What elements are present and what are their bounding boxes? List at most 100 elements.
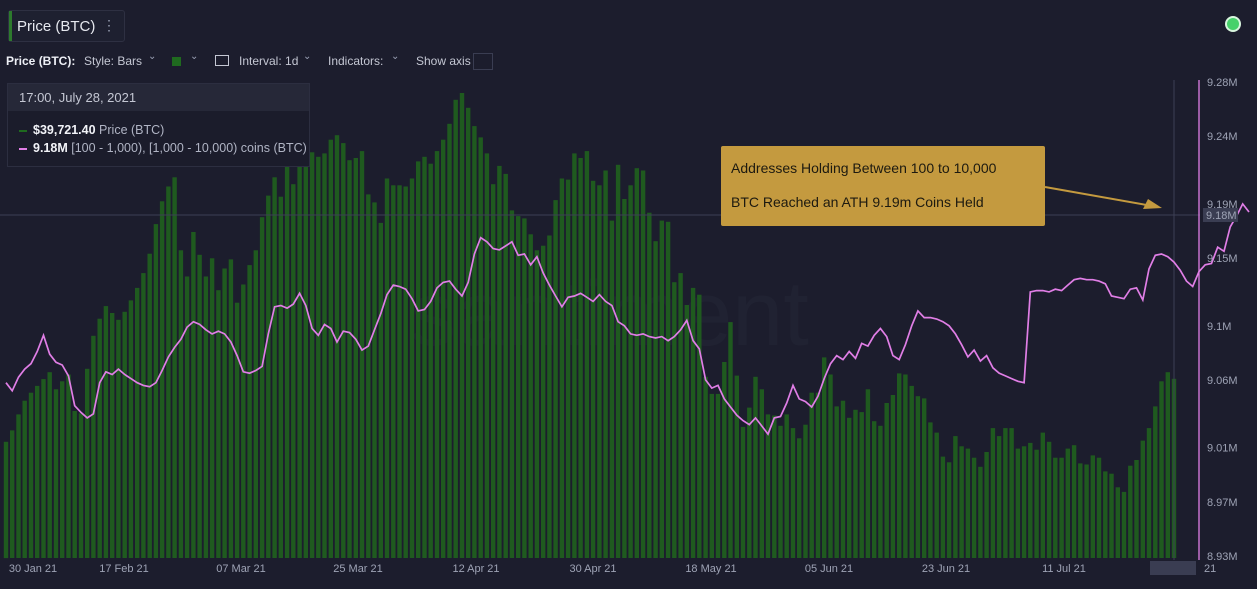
- price-bar: [1046, 441, 1052, 559]
- y-tick-label: 9.28M: [1207, 77, 1238, 89]
- price-bar: [178, 250, 184, 559]
- price-bar: [784, 414, 789, 558]
- price-bar: [578, 158, 583, 558]
- price-bar: [1084, 464, 1089, 558]
- price-bar: [1121, 491, 1127, 558]
- price-bar: [528, 234, 533, 559]
- price-bar: [1146, 428, 1152, 558]
- show-axis-toggle[interactable]: [473, 53, 493, 70]
- annotation-arrow-line: [1044, 186, 1159, 208]
- y-tick-label: 8.97M: [1207, 497, 1238, 509]
- price-bar: [628, 185, 633, 559]
- price-bar: [459, 93, 465, 558]
- price-bar: [984, 452, 989, 558]
- price-bar: [3, 441, 9, 559]
- style-chevron-icon[interactable]: ⌄: [148, 51, 157, 62]
- y-tick-label: 8.93M: [1207, 551, 1238, 563]
- price-bar: [1103, 471, 1108, 558]
- annotation-callout: Addresses Holding Between 100 to 10,000 …: [721, 146, 1045, 226]
- price-bar: [353, 158, 358, 558]
- price-bar: [41, 379, 46, 558]
- price-bar: [16, 414, 21, 558]
- tooltip-holdings-row: 9.18M [100 - 1,000), [1,000 - 10,000) co…: [19, 141, 307, 155]
- interval-chevron-icon[interactable]: ⌄: [303, 51, 312, 62]
- price-bar: [297, 158, 302, 558]
- price-bar: [409, 178, 415, 558]
- price-bar: [284, 165, 290, 558]
- price-tab[interactable]: Price (BTC) ⋮: [8, 10, 125, 42]
- price-bar: [590, 180, 596, 559]
- price-bar: [884, 403, 889, 558]
- price-bar: [759, 389, 764, 558]
- price-bar: [259, 217, 265, 558]
- price-bar: [697, 294, 702, 558]
- price-bar: [322, 153, 327, 558]
- interval-dropdown[interactable]: Interval: 1d: [239, 54, 299, 68]
- price-bar: [640, 170, 646, 558]
- price-bar: [191, 232, 196, 558]
- price-bar: [922, 398, 927, 558]
- price-bar: [28, 392, 34, 558]
- price-bar: [603, 170, 608, 558]
- price-bar: [934, 432, 939, 558]
- indicators-chevron-icon[interactable]: ⌄: [391, 51, 400, 62]
- price-bar: [615, 164, 621, 559]
- price-bar: [372, 202, 377, 558]
- price-bar: [497, 165, 502, 558]
- price-bar: [1140, 440, 1145, 558]
- price-bar: [815, 392, 821, 558]
- price-bar: [347, 160, 352, 558]
- price-bar: [166, 186, 171, 558]
- price-bar: [559, 178, 565, 558]
- color-swatch[interactable]: [172, 57, 181, 66]
- price-bar: [897, 373, 902, 558]
- price-bar: [403, 186, 408, 558]
- price-bar: [634, 168, 639, 558]
- price-bar: [22, 400, 27, 558]
- holdings-legend-marker: [19, 147, 27, 150]
- x-tick-label: 12 Apr 21: [452, 563, 499, 575]
- price-bar: [278, 196, 283, 558]
- price-bar: [647, 212, 652, 558]
- price-bar: [859, 412, 864, 558]
- price-bar: [672, 282, 677, 558]
- price-bar: [878, 425, 883, 558]
- price-bar: [722, 362, 727, 558]
- price-bar: [35, 385, 40, 558]
- color-chevron-icon[interactable]: ⌄: [190, 51, 199, 62]
- price-bar: [147, 253, 152, 558]
- price-bar: [172, 177, 177, 559]
- price-bar: [303, 144, 308, 559]
- price-bar: [715, 393, 721, 558]
- price-bar: [709, 393, 714, 558]
- price-bar: [1128, 465, 1133, 558]
- price-bar: [472, 126, 477, 558]
- style-dropdown[interactable]: Style: Bars: [84, 54, 143, 68]
- x-tick-label-extra: 21: [1204, 563, 1216, 575]
- price-bar: [503, 173, 508, 558]
- x-tick-label: 07 Mar 21: [216, 563, 266, 575]
- price-bar: [765, 414, 771, 558]
- indicators-dropdown[interactable]: Indicators:: [328, 54, 384, 68]
- price-bar: [1165, 372, 1170, 558]
- annotation-line-2: BTC Reached an ATH 9.19m Coins Held: [731, 194, 984, 210]
- tooltip-price-name: Price (BTC): [99, 123, 165, 137]
- price-bar: [1059, 457, 1064, 558]
- price-bar: [609, 220, 615, 558]
- price-bar: [1090, 455, 1095, 558]
- price-bar: [1153, 406, 1158, 558]
- y-tick-label: 9.06M: [1207, 375, 1238, 387]
- show-axis-label[interactable]: Show axis: [416, 54, 471, 68]
- interval-icon[interactable]: [215, 55, 229, 66]
- y-tick-label: 9.19M: [1207, 199, 1238, 211]
- price-bar: [1034, 449, 1039, 558]
- price-bar: [790, 428, 796, 558]
- price-bar: [872, 421, 877, 558]
- price-bar: [1071, 445, 1077, 558]
- price-bar: [1021, 446, 1027, 558]
- price-bar: [359, 151, 365, 558]
- price-bar: [272, 177, 277, 559]
- more-options-icon[interactable]: ⋮: [102, 17, 116, 33]
- price-bar: [584, 151, 590, 558]
